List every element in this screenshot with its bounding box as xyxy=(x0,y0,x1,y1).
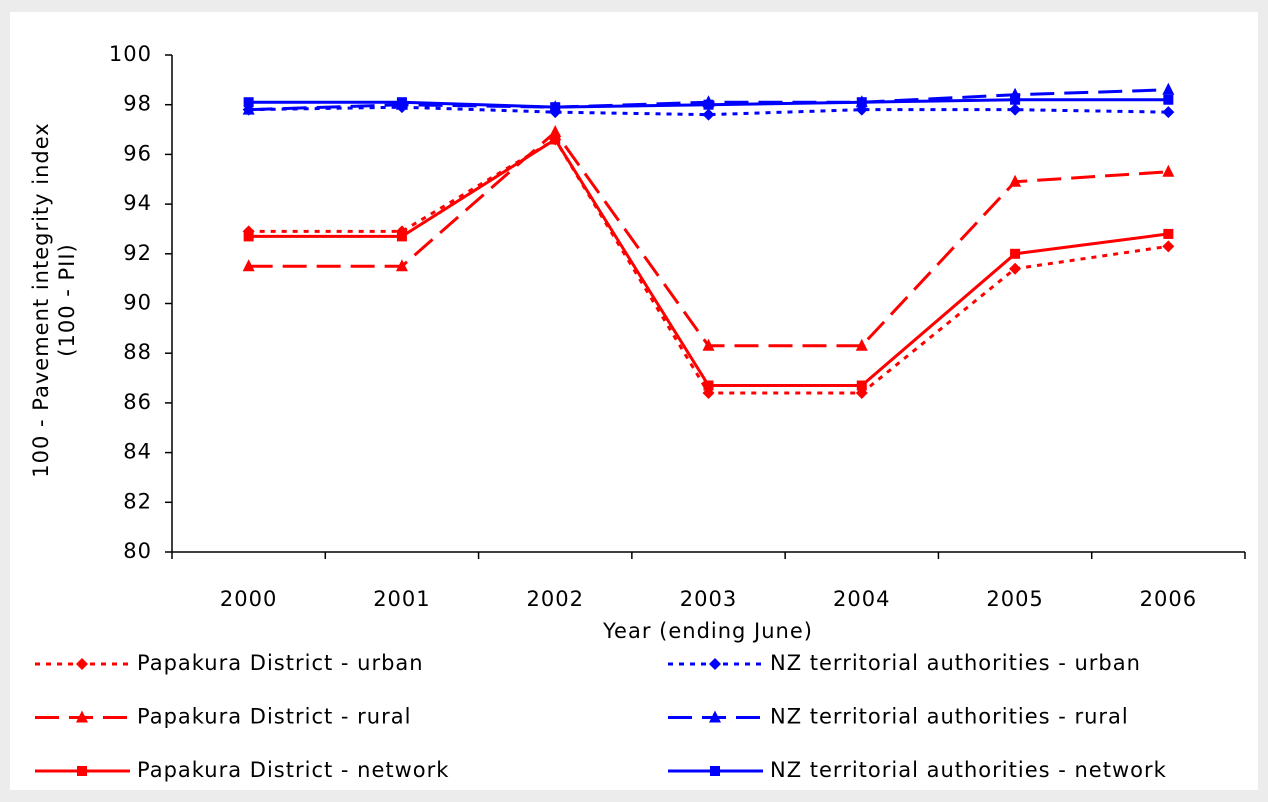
data-point xyxy=(395,259,408,272)
data-point xyxy=(243,97,254,108)
data-point xyxy=(1162,164,1175,177)
legend-marker xyxy=(710,766,720,776)
x-tick-label: 2001 xyxy=(373,587,430,611)
x-tick-label: 2002 xyxy=(526,587,583,611)
y-axis-title-line: 100 - Pavement integrity index xyxy=(29,122,53,477)
x-tick-label: 2006 xyxy=(1140,587,1197,611)
data-point xyxy=(1163,94,1174,105)
data-point xyxy=(243,231,254,242)
data-point xyxy=(702,108,715,121)
data-point xyxy=(242,102,255,115)
legend-label: Papakura District - urban xyxy=(137,651,424,675)
y-tick-label: 96 xyxy=(123,141,152,165)
data-point xyxy=(1162,82,1175,95)
y-tick-label: 86 xyxy=(123,390,152,414)
data-point xyxy=(396,231,407,242)
data-point xyxy=(396,97,407,108)
data-point xyxy=(1009,174,1022,187)
legend-label: NZ territorial authorities - urban xyxy=(770,651,1141,675)
y-tick-label: 82 xyxy=(123,489,152,513)
x-axis-title: Year (ending June) xyxy=(602,619,813,643)
data-point xyxy=(855,338,868,351)
legend-label: Papakura District - rural xyxy=(137,705,411,729)
data-point xyxy=(1163,228,1174,239)
data-point xyxy=(703,99,714,110)
legend-marker xyxy=(76,710,88,723)
y-tick-label: 84 xyxy=(123,440,152,464)
legend-marker xyxy=(709,710,721,723)
legend-marker xyxy=(709,658,721,670)
legend-label: Papakura District - network xyxy=(137,758,449,782)
data-point xyxy=(1010,94,1021,105)
legend-marker xyxy=(76,658,88,670)
data-point xyxy=(856,97,867,108)
data-point xyxy=(703,380,714,391)
y-tick-label: 92 xyxy=(123,241,152,265)
data-point xyxy=(550,134,561,145)
chart-area xyxy=(10,12,1258,790)
data-point xyxy=(1009,262,1022,275)
x-tick-label: 2000 xyxy=(220,587,277,611)
y-axis-title-line: (100 - PII) xyxy=(55,243,79,356)
data-point xyxy=(1162,240,1175,253)
data-point xyxy=(1162,106,1175,119)
data-point xyxy=(549,125,562,138)
y-tick-label: 80 xyxy=(123,539,152,563)
data-point xyxy=(550,102,561,113)
x-tick-label: 2004 xyxy=(833,587,890,611)
y-tick-label: 90 xyxy=(123,291,152,315)
y-tick-label: 88 xyxy=(123,340,152,364)
data-point xyxy=(1009,103,1022,116)
y-tick-label: 100 xyxy=(109,42,152,66)
data-point xyxy=(702,338,715,351)
x-tick-label: 2005 xyxy=(986,587,1043,611)
x-tick-label: 2003 xyxy=(680,587,737,611)
legend-label: NZ territorial authorities - rural xyxy=(770,705,1129,729)
legend-marker xyxy=(77,766,87,776)
data-point xyxy=(1010,248,1021,259)
data-point xyxy=(242,259,255,272)
y-tick-label: 98 xyxy=(123,92,152,116)
legend-label: NZ territorial authorities - network xyxy=(770,758,1167,782)
y-tick-label: 94 xyxy=(123,191,152,215)
data-point xyxy=(856,380,867,391)
y-axis-title: 100 - Pavement integrity index (100 - PI… xyxy=(29,122,79,477)
